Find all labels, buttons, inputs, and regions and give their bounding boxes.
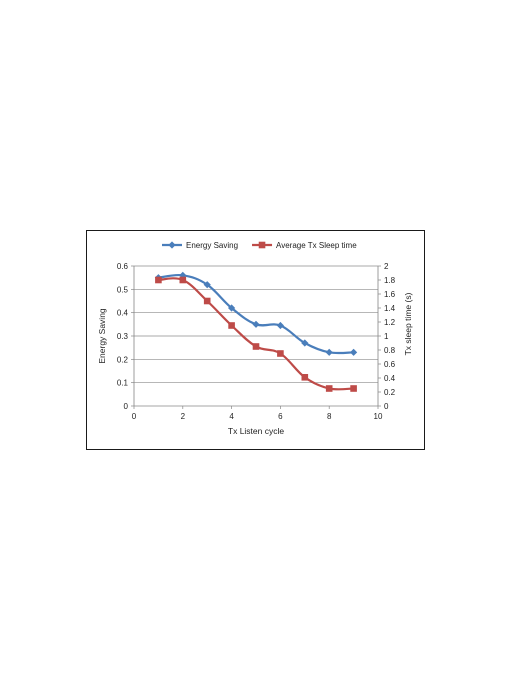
y-axis-title: Energy Saving [97, 308, 107, 364]
x-tick-label: 4 [229, 412, 234, 421]
average-tx-sleep-time-point [350, 385, 357, 392]
average-tx-sleep-time-legend-marker [258, 241, 266, 249]
energy-saving-point [325, 348, 333, 356]
y2-tick-label: 1.8 [384, 276, 396, 285]
y2-tick-label: 1 [384, 332, 389, 341]
energy-saving-line [158, 273, 354, 355]
y2-tick-label: 1.6 [384, 290, 396, 299]
legend: Energy Saving Average Tx Sleep time [162, 241, 357, 250]
line-chart: 0 0.1 0.2 0.3 0.4 0.5 0.6 0 0.2 0.4 0.6 0.8 1 1.2 1.4 1… [97, 241, 413, 436]
y2-tick-label: 0.8 [384, 346, 396, 355]
average-tx-sleep-time-point [252, 343, 260, 350]
y2-tick-label: 0.6 [384, 360, 396, 369]
y-tick-label: 0 [124, 402, 129, 411]
axes: 0 0.1 0.2 0.3 0.4 0.5 0.6 0 0.2 0.4 0.6 0.8 1 1.2 1.4 1… [117, 262, 396, 421]
x-tick-label: 0 [132, 412, 137, 421]
energy-saving-legend-marker [168, 241, 176, 249]
y2-tick-label: 2 [384, 262, 389, 271]
y-tick-label: 0.6 [117, 262, 129, 271]
x-tick-label: 6 [278, 412, 283, 421]
average-tx-sleep-time-point [325, 385, 333, 392]
energy-saving-point [276, 321, 284, 330]
average-tx-sleep-time-point [179, 276, 187, 284]
y-tick-label: 0.2 [117, 355, 129, 364]
y2-tick-label: 0 [384, 402, 389, 411]
y2-tick-label: 1.2 [384, 318, 396, 327]
energy-saving-point [228, 304, 236, 312]
y-tick-label: 0.3 [117, 332, 129, 341]
energy-saving-point [301, 339, 309, 347]
y2-axis-title: Tx sleep time (s) [403, 292, 413, 355]
y2-tick-label: 1.4 [384, 304, 396, 313]
energy-saving-legend-label: Energy Saving [186, 241, 238, 250]
series [154, 271, 358, 392]
y2-tick-label: 0.2 [384, 388, 396, 397]
x-tick-label: 2 [181, 412, 186, 421]
x-tick-label: 8 [327, 412, 332, 421]
x-axis-title: Tx Listen cycle [228, 426, 284, 436]
gridlines [134, 265, 378, 384]
y-tick-label: 0.1 [117, 379, 129, 388]
y-tick-label: 0.4 [117, 309, 129, 318]
average-tx-sleep-time-legend-label: Average Tx Sleep time [276, 241, 357, 250]
average-tx-sleep-time-point [277, 350, 284, 357]
average-tx-sleep-time-point [301, 374, 309, 381]
y2-tick-label: 0.4 [384, 374, 396, 383]
average-tx-sleep-time-point [155, 276, 162, 284]
average-tx-sleep-time-point [203, 297, 211, 305]
energy-saving-point [350, 348, 358, 356]
average-tx-sleep-time-line [158, 277, 354, 391]
x-tick-label: 10 [374, 412, 383, 421]
chart-container: 0 0.1 0.2 0.3 0.4 0.5 0.6 0 0.2 0.4 0.6 0.8 1 1.2 1.4 1… [86, 230, 425, 450]
y-tick-label: 0.5 [117, 285, 129, 294]
average-tx-sleep-time-point [228, 322, 235, 329]
energy-saving-point [252, 320, 260, 328]
